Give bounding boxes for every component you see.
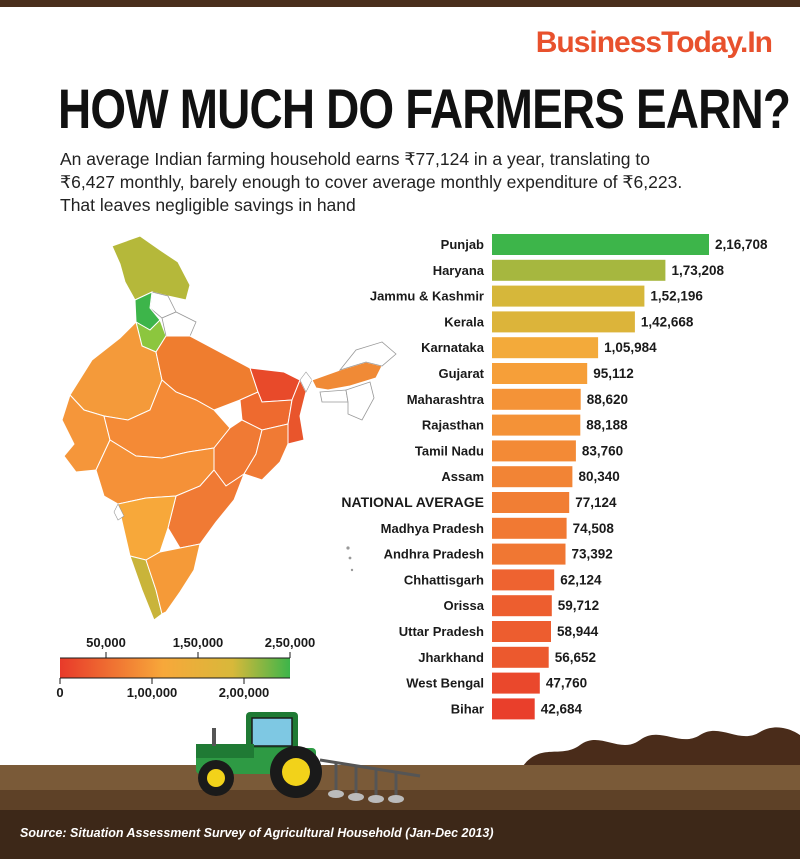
bar-label: Karnataka <box>421 340 485 355</box>
plough-disc <box>328 790 344 798</box>
tractor-hood <box>196 744 254 758</box>
bar-maharashtra <box>492 388 581 410</box>
bar-value-label: 88,188 <box>586 418 628 433</box>
bar-uttar-pradesh <box>492 621 551 642</box>
bar-label: Madhya Pradesh <box>381 521 484 536</box>
bar-value-label: 42,684 <box>541 701 583 716</box>
bar-rajasthan <box>492 414 581 436</box>
legend-top-tick-label: 2,50,000 <box>265 635 316 650</box>
plough-disc <box>368 795 384 803</box>
bar-chhattisgarh <box>492 569 555 591</box>
map-region-tamil-nadu <box>145 543 201 615</box>
bar-value-label: 2,16,708 <box>715 237 768 252</box>
bar-value-label: 56,652 <box>555 650 596 665</box>
bar-value-label: 77,124 <box>575 495 617 510</box>
bar-label: Orissa <box>444 598 485 613</box>
plough <box>319 758 421 798</box>
tractor-rear-hub <box>282 758 310 786</box>
bar-punjab <box>492 234 709 255</box>
tractor-exhaust <box>212 728 216 746</box>
bar-andhra-pradesh <box>492 543 566 565</box>
tractor-front-hub <box>207 769 225 787</box>
bar-jharkhand <box>492 646 549 668</box>
plough-disc <box>348 793 364 801</box>
bar-value-label: 80,340 <box>578 469 619 484</box>
color-legend: 50,000 1,50,000 2,50,000 0 1,00,000 2,00,000 <box>56 635 315 700</box>
bar-jammu-kashmir <box>492 285 645 307</box>
bar-label: Uttar Pradesh <box>399 624 484 639</box>
bar-value-label: 59,712 <box>558 598 599 613</box>
bar-label: Jammu & Kashmir <box>370 289 484 304</box>
bar-label: Jharkhand <box>418 650 484 665</box>
bar-value-label: 74,508 <box>573 521 615 536</box>
page-title: HOW MUCH DO FARMERS EARN? <box>58 77 791 140</box>
bar-label: Bihar <box>451 701 484 716</box>
bar-value-label: 58,944 <box>557 624 599 639</box>
legend-gradient-bar <box>60 658 290 678</box>
bar-chart: Punjab 2,16,708 Haryana 1,73,208 Jammu & Kas… <box>341 234 768 720</box>
map-region-uttar-pradesh <box>155 335 259 411</box>
subtitle: An average Indian farming household earn… <box>60 149 683 215</box>
bar-label: Andhra Pradesh <box>384 547 484 562</box>
india-map <box>61 235 397 621</box>
top-bar <box>0 0 800 7</box>
map-region-andhra-pradesh <box>167 469 246 549</box>
bar-value-label: 73,392 <box>571 547 612 562</box>
map-region-northeast-south <box>345 381 375 421</box>
map-region-jammu-kashmir <box>111 235 191 301</box>
bar-value-label: 95,112 <box>593 366 634 381</box>
bar-national-average <box>492 492 570 513</box>
source-note: Source: Situation Assessment Survey of A… <box>20 826 494 840</box>
bar-label: Tamil Nadu <box>415 443 484 458</box>
bar-orissa <box>492 595 552 617</box>
bar-bihar <box>492 698 535 720</box>
legend-top-tick-label: 50,000 <box>86 635 126 650</box>
bar-label: Maharashtra <box>407 392 485 407</box>
bar-madhya-pradesh <box>492 517 567 539</box>
bar-value-label: 1,52,196 <box>650 289 703 304</box>
bar-value-label: 1,73,208 <box>671 263 724 278</box>
bar-label: West Bengal <box>406 676 484 691</box>
plough-disc <box>388 795 404 803</box>
bar-label: Punjab <box>441 237 484 252</box>
bar-value-label: 62,124 <box>560 572 602 587</box>
map-islands <box>348 556 352 560</box>
tractor-window <box>251 717 293 747</box>
map-islands <box>346 546 350 550</box>
bar-value-label: 1,05,984 <box>604 340 657 355</box>
bar-value-label: 88,620 <box>587 392 628 407</box>
bar-haryana <box>492 259 666 281</box>
tractor-illustration <box>196 712 421 803</box>
bar-assam <box>492 466 573 488</box>
bar-tamil-nadu <box>492 440 576 462</box>
bar-label: Rajasthan <box>422 418 484 433</box>
bar-value-label: 47,760 <box>546 676 587 691</box>
map-region-goa <box>113 503 125 521</box>
bar-label: Chhattisgarh <box>404 572 484 587</box>
bar-label: Haryana <box>433 263 485 278</box>
legend-bottom-tick-label: 2,00,000 <box>219 685 270 700</box>
map-islands <box>350 568 354 572</box>
legend-bottom-tick-label: 1,00,000 <box>127 685 178 700</box>
bar-value-label: 1,42,668 <box>641 314 694 329</box>
map-region-meghalaya <box>319 389 349 403</box>
bar-west-bengal <box>492 672 540 694</box>
brand-logo: BusinessToday.In <box>535 26 773 59</box>
map-region-orissa <box>243 423 289 481</box>
map-region-uttarakhand <box>161 311 197 337</box>
bar-gujarat <box>492 363 588 384</box>
bar-label: NATIONAL AVERAGE <box>341 494 484 510</box>
footer-band <box>0 810 800 859</box>
bar-karnataka <box>492 337 599 359</box>
bar-value-label: 83,760 <box>582 443 623 458</box>
bar-kerala <box>492 311 635 333</box>
map-region-arunachal <box>338 341 397 371</box>
legend-bottom-tick-label: 0 <box>56 685 63 700</box>
bar-label: Assam <box>441 469 484 484</box>
legend-top-tick-label: 1,50,000 <box>173 635 224 650</box>
bar-label: Gujarat <box>438 366 484 381</box>
bar-label: Kerala <box>444 314 485 329</box>
